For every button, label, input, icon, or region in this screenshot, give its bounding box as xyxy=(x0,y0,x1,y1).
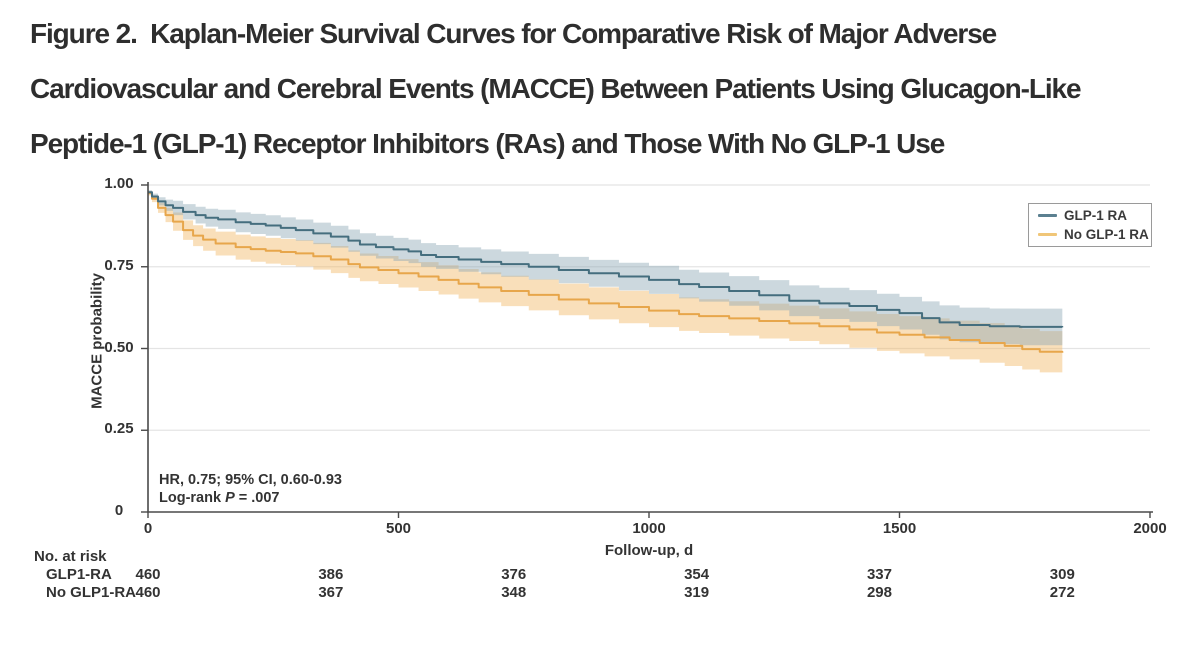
legend-item-no-glp1: No GLP-1 RA xyxy=(1038,227,1151,243)
risk-count: 367 xyxy=(318,584,344,601)
chart-legend: GLP-1 RA No GLP-1 RA xyxy=(1028,203,1152,247)
risk-count: 386 xyxy=(318,566,344,583)
x-tick-label: 500 xyxy=(385,520,412,537)
x-axis-label: Follow-up, d xyxy=(604,542,694,559)
figure-title-line-2: Cardiovascular and Cerebral Events (MACC… xyxy=(30,73,1082,104)
legend-label-no-glp1: No GLP-1 RA xyxy=(1064,227,1149,242)
figure-title: Figure 2. Kaplan-Meier Survival Curves f… xyxy=(30,6,1082,171)
risk-table-heading: No. at risk xyxy=(34,548,107,565)
y-tick-label: 0.50 xyxy=(104,338,134,356)
x-tick-label: 0 xyxy=(143,520,153,537)
risk-row-label-no-glp1: No GLP1-RA xyxy=(46,584,136,601)
figure-title-line-3: Peptide-1 (GLP-1) Receptor Inhibitors (R… xyxy=(30,128,945,159)
risk-count: 319 xyxy=(684,584,710,601)
x-tick-label: 1000 xyxy=(632,520,666,537)
no-glp1-survival-curve xyxy=(148,192,1064,353)
y-tick-label: 0.75 xyxy=(104,256,134,274)
x-tick-label: 1500 xyxy=(882,520,917,537)
risk-count: 460 xyxy=(135,584,161,601)
no-glp1-line-swatch-icon xyxy=(1038,233,1057,236)
no-glp1-confidence-band xyxy=(148,190,1063,374)
y-tick-label: 1.00 xyxy=(104,175,134,192)
y-tick-label: 0.25 xyxy=(104,420,134,438)
glp1-confidence-band xyxy=(148,190,1063,347)
risk-count: 337 xyxy=(866,566,892,583)
risk-count: 376 xyxy=(501,566,527,583)
glp1-line-swatch-icon xyxy=(1038,214,1057,217)
hazard-ratio-text: HR, 0.75; 95% CI, 0.60-0.93 xyxy=(159,472,342,488)
risk-count: 298 xyxy=(866,584,892,601)
risk-count: 309 xyxy=(1049,566,1075,583)
stats-annotation: HR, 0.75; 95% CI, 0.60-0.93 Log-rank P =… xyxy=(159,471,342,507)
risk-count: 460 xyxy=(135,566,161,583)
figure-title-line-1: Figure 2. Kaplan-Meier Survival Curves f… xyxy=(30,18,997,49)
risk-count: 272 xyxy=(1049,584,1075,601)
y-tick-label: 0 xyxy=(114,502,124,519)
logrank-text: Log-rank P = .007 xyxy=(159,490,280,506)
risk-row-label-glp1: GLP1-RA xyxy=(46,566,112,583)
glp1-survival-curve xyxy=(148,191,1064,328)
legend-label-glp1: GLP-1 RA xyxy=(1064,208,1128,223)
risk-count: 348 xyxy=(501,584,527,601)
x-tick-label: 2000 xyxy=(1133,520,1167,537)
risk-count: 354 xyxy=(684,566,710,583)
legend-item-glp1: GLP-1 RA xyxy=(1038,208,1151,224)
